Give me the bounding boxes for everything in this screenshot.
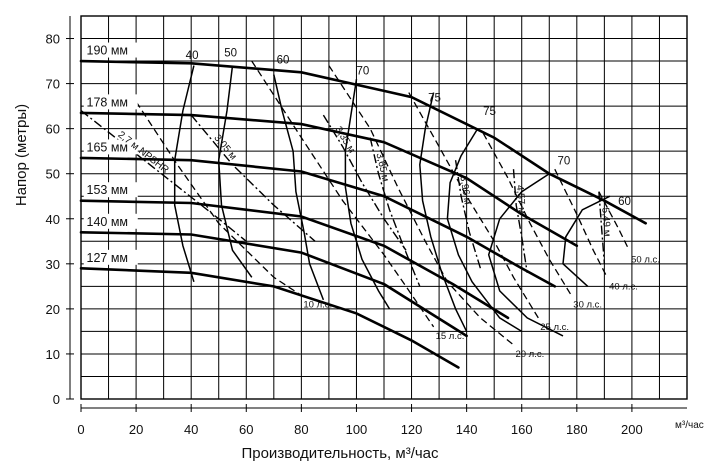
x-tick-label: 140: [456, 422, 478, 437]
efficiency-curve: [562, 195, 611, 287]
impeller-curve: [79, 199, 510, 320]
y-tick-label: 70: [46, 77, 60, 92]
npsh-label: 5,49 м: [599, 207, 612, 237]
npsh-curve: [454, 160, 482, 269]
impeller-curve: [79, 156, 557, 288]
y-tick-label: 50: [46, 167, 60, 182]
power-curve: [408, 92, 539, 319]
npsh-curve: [598, 191, 606, 264]
efficiency-label: 70: [558, 156, 571, 168]
efficiency-curve: [173, 65, 195, 283]
x-tick-label: 160: [511, 422, 533, 437]
y-axis-title: Напор (метры): [13, 104, 30, 206]
power-curve: [598, 191, 630, 251]
efficiency-curve: [446, 128, 523, 333]
y-tick-label: 30: [46, 257, 60, 272]
efficiency-curve: [419, 92, 468, 332]
impeller-label: 127 мм: [87, 251, 129, 265]
impeller-label: 165 мм: [87, 140, 129, 154]
x-tick-label: 120: [401, 422, 423, 437]
efficiency-label: 60: [618, 196, 631, 208]
impeller-curve: [79, 267, 460, 369]
power-curve: [251, 60, 435, 328]
x-tick-label: 100: [346, 422, 368, 437]
grid: [80, 15, 688, 400]
impeller-label: 153 мм: [87, 183, 129, 197]
x-unit-label: м³/час: [675, 420, 704, 431]
x-tick-label: 200: [621, 422, 643, 437]
plot-border: [80, 15, 688, 400]
npsh-label: 3,96 м: [457, 175, 472, 206]
efficiency-label: 75: [428, 93, 441, 105]
power-curve: [482, 132, 572, 296]
npsh-curve: [190, 114, 316, 242]
efficiency-label: 70: [356, 66, 369, 78]
power-curve: [328, 65, 514, 346]
impeller-label-bg: [83, 42, 138, 58]
impeller-label-bg: [83, 249, 138, 265]
power-curves: [135, 60, 630, 346]
power-curve: [135, 101, 302, 296]
impeller-label: 190 мм: [87, 44, 129, 58]
x-axis-title: Производительность, м³/час: [241, 445, 439, 462]
impeller-label-bg: [83, 213, 138, 229]
y-tick-label: 60: [46, 122, 60, 137]
y-tick-label: 40: [46, 212, 60, 227]
power-label: 50 л.с.: [631, 254, 660, 265]
npsh-curve: [512, 169, 528, 273]
impeller-label-bg: [83, 139, 138, 155]
efficiency-curves: [173, 65, 611, 337]
power-curve: [554, 168, 608, 278]
npsh-label: 4,57 м: [514, 185, 527, 215]
x-tick-label: 80: [294, 422, 308, 437]
power-label: 30 л.с.: [573, 299, 602, 310]
impeller-curve: [79, 231, 468, 338]
efficiency-label: 75: [483, 106, 496, 118]
x-tick-label: 180: [566, 422, 588, 437]
power-label: 25 л.с.: [540, 322, 569, 333]
efficiency-label: 60: [277, 54, 290, 66]
efficiency-curve: [217, 65, 253, 278]
impeller-label-bg: [83, 94, 138, 110]
y-tick-label: 0: [53, 392, 60, 407]
x-tick-label: 0: [77, 422, 84, 437]
npsh-curves: [80, 110, 606, 287]
npsh-curve: [322, 114, 407, 251]
power-label: 40 л.с.: [609, 281, 638, 292]
impeller-label-bg: [83, 182, 138, 198]
impeller-label: 140 мм: [87, 215, 129, 229]
impeller-curve: [79, 111, 579, 248]
x-tick-label: 40: [184, 422, 198, 437]
impeller-curve: [79, 59, 647, 225]
efficiency-curve: [273, 74, 325, 301]
efficiency-label: 40: [186, 50, 199, 62]
y-tick-label: 20: [46, 302, 60, 317]
y-tick-label: 80: [46, 32, 60, 47]
impeller-label: 178 мм: [87, 95, 129, 109]
power-label: 20 л.с.: [515, 349, 544, 360]
npsh-curve: [80, 110, 247, 242]
x-tick-label: 20: [129, 422, 143, 437]
power-label: 10 л.с.: [303, 299, 332, 310]
efficiency-label: 50: [224, 48, 237, 60]
x-tick-label: 60: [239, 422, 253, 437]
efficiency-curve: [487, 173, 564, 337]
efficiency-curve: [344, 78, 391, 310]
y-tick-label: 10: [46, 347, 60, 362]
power-label: 15 л.с.: [436, 331, 465, 342]
impeller-curves: [79, 59, 647, 369]
axes: 0 20 40 60 80 100 120 140 160 180 200 0 10 20 30 40 50 60…: [46, 16, 687, 437]
